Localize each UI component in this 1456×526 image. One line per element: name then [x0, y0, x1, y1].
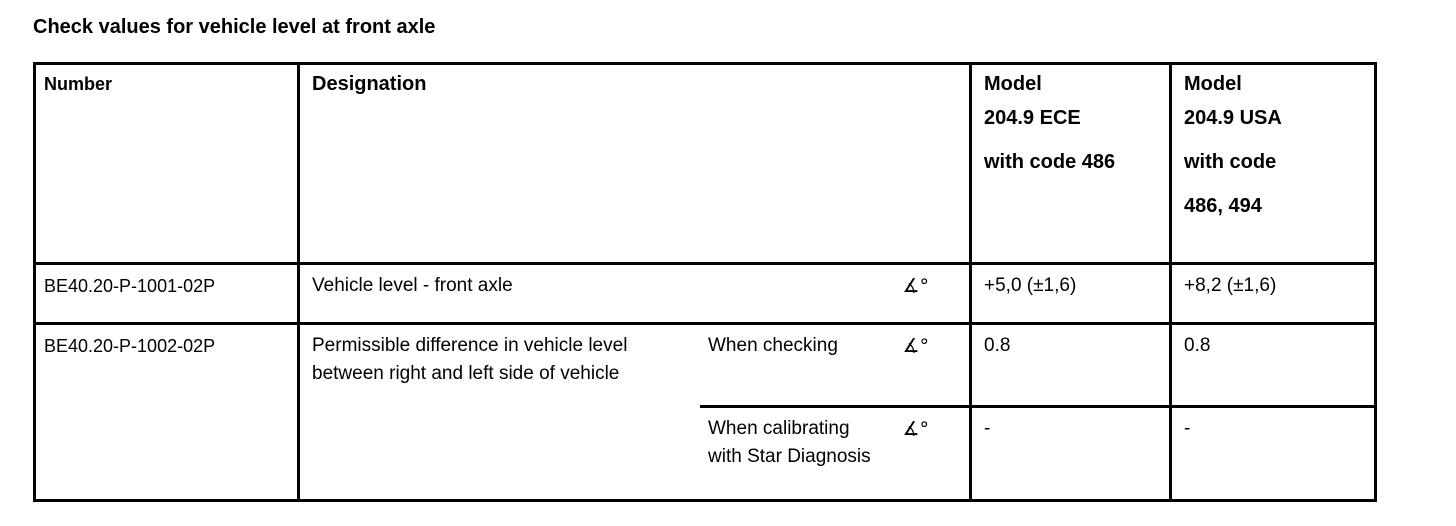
header-cell-model-ece: Model 204.9 ECE with code 486	[972, 65, 1172, 265]
condition-label: When calibrating with Star Diagnosis	[708, 418, 871, 467]
value-cell-usa: 0.8	[1172, 325, 1374, 408]
header-model-usa-line: Model	[1184, 73, 1242, 95]
value-cell-ece: +5,0 (±1,6)	[972, 265, 1172, 325]
designation-text: Vehicle level - front axle	[312, 275, 513, 296]
row-number-cell: BE40.20-P-1001-02P	[36, 265, 300, 325]
angle-degree-symbol: ∡°	[902, 275, 929, 297]
page-title: Check values for vehicle level at front …	[33, 16, 436, 38]
angle-degree-symbol: ∡°	[902, 335, 929, 357]
value-cell-usa: -	[1184, 418, 1191, 439]
value-cell-ece: 0.8	[972, 325, 1172, 408]
angle-degree-symbol: ∡°	[902, 418, 929, 440]
header-model-usa-line: with code	[1184, 151, 1277, 173]
designation-cell: Permissible difference in vehicle level …	[312, 335, 628, 384]
condition-cell: When checking ∡°	[700, 325, 972, 408]
check-values-table: Number Designation Model 204.9 ECE with …	[33, 62, 1377, 502]
row-number-cell: BE40.20-P-1002-02P	[36, 325, 300, 499]
header-model-ece-line: 204.9 ECE	[984, 107, 1081, 129]
designation-cell: Vehicle level - front axle ∡°	[300, 265, 972, 325]
header-model-usa-line: 204.9 USA	[1184, 107, 1282, 129]
header-model-usa-line: 486, 494	[1184, 195, 1262, 217]
header-cell-designation: Designation	[300, 65, 972, 265]
header-cell-model-usa: Model 204.9 USA with code 486, 494	[1172, 65, 1374, 265]
value-cell-usa: +8,2 (±1,6)	[1172, 265, 1374, 325]
header-model-ece-line: Model	[984, 73, 1042, 95]
header-model-ece-line: with code 486	[984, 151, 1116, 173]
header-cell-number: Number	[36, 65, 300, 265]
condition-label: When checking	[708, 335, 838, 356]
value-cell-ece: -	[972, 408, 1172, 499]
condition-cell: When calibrating with Star Diagnosis ∡°	[700, 408, 972, 499]
